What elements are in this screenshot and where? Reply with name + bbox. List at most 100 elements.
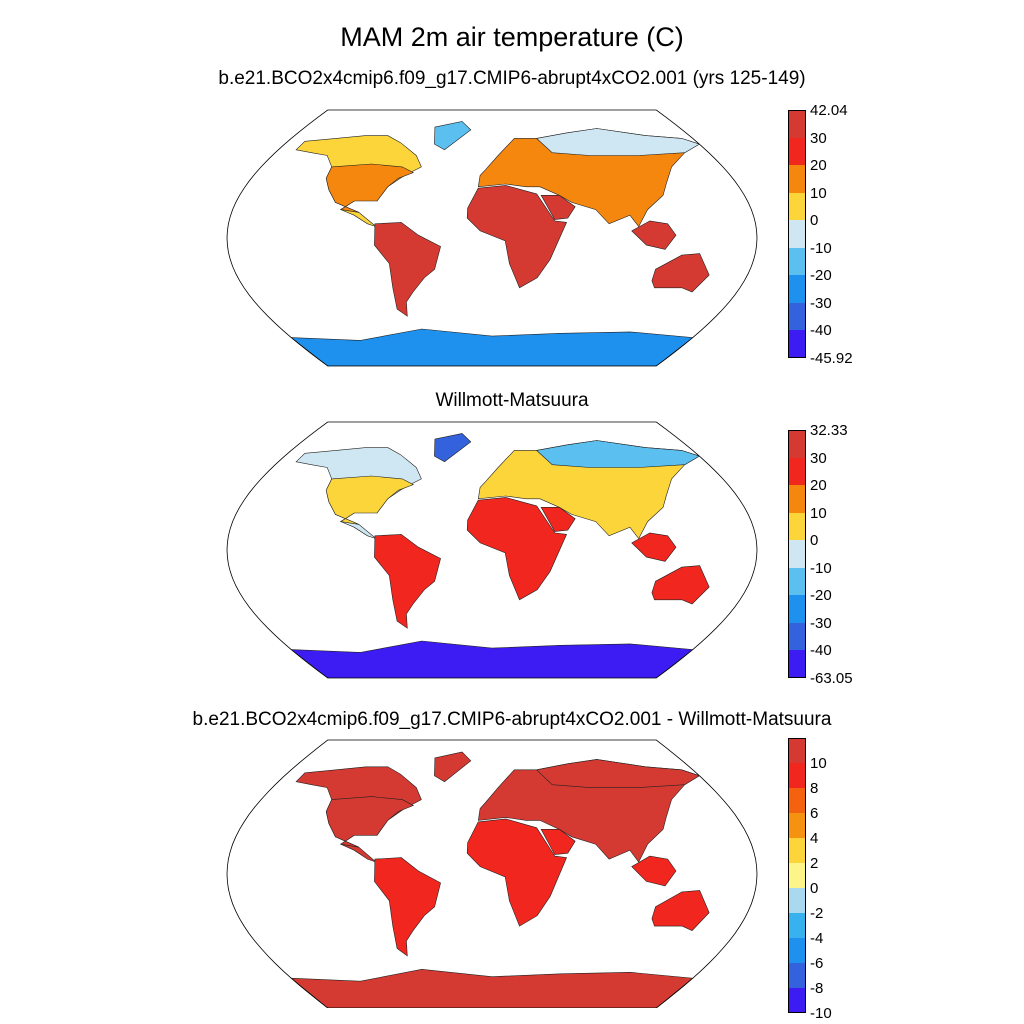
colorbar-swatch (788, 137, 806, 166)
siberia (535, 128, 701, 156)
colorbar-swatch (788, 275, 806, 303)
colorbar-tick-label: 6 (810, 805, 819, 822)
colorbar-swatch (788, 813, 806, 838)
panel-2-colorbar: 32.33 30 20 10 0 -10 -20 -30 -40 -63.05 (788, 423, 853, 686)
colorbar-swatch (788, 738, 806, 763)
colorbar-swatch (788, 913, 806, 938)
panel-3-title: b.e21.BCO2x4cmip6.f09_g17.CMIP6-abrupt4x… (192, 709, 832, 730)
colorbar-tick-label: 0 (810, 532, 819, 550)
colorbar-tick-label: -45.92 (810, 350, 853, 367)
panel-3-map (226, 739, 758, 1008)
maritime-southeast-asia (631, 855, 677, 887)
colorbar-swatch (788, 540, 806, 568)
panel-3-colorbar: 10 8 6 4 2 0 -2 -4 -6 -8 -10 (788, 738, 832, 1021)
colorbar-tick-label: -6 (810, 955, 824, 972)
colorbar-swatch (788, 567, 806, 596)
colorbar-swatch (788, 512, 806, 541)
arabia (540, 507, 576, 532)
siberia (535, 759, 701, 788)
colorbar-swatch (788, 247, 806, 276)
colorbar-tick-label: 10 (810, 755, 827, 772)
colorbar-tick-label: 20 (810, 157, 827, 175)
colorbar-tick-label: -20 (810, 267, 832, 285)
colorbar-swatch (788, 330, 806, 358)
colorbar-tick-label: 4 (810, 830, 819, 847)
colorbar-swatch (788, 838, 806, 863)
colorbar-tick-label: -40 (810, 322, 832, 340)
colorbar-swatch (788, 485, 806, 513)
map-outline (226, 109, 758, 367)
colorbar-tick-label: -30 (810, 294, 832, 312)
map-outline (226, 421, 758, 679)
colorbar-tick-label: 30 (810, 129, 827, 147)
south-america (374, 222, 441, 317)
colorbar-swatch (788, 165, 806, 193)
colorbar-tick-label: 2 (810, 855, 819, 872)
colorbar-swatch (788, 650, 806, 678)
antarctica (290, 640, 694, 678)
south-america (374, 534, 441, 629)
land-layer (290, 751, 710, 1008)
south-america (374, 857, 441, 957)
colorbar-swatch (788, 110, 806, 138)
colorbar-tick-label: -10 (810, 559, 832, 577)
colorbar-swatch (788, 457, 806, 486)
australia (651, 253, 710, 293)
colorbar-tick-label: -8 (810, 980, 824, 997)
colorbar-swatch (788, 863, 806, 888)
africa (466, 497, 568, 601)
colorbar-swatch (788, 192, 806, 221)
africa (466, 818, 568, 927)
arabia (540, 829, 576, 855)
colorbar-tick-label: 0 (810, 212, 819, 230)
map-outline (226, 739, 758, 1008)
colorbar-swatch (788, 430, 806, 458)
panel-1-map (226, 109, 758, 367)
antarctica (290, 968, 694, 1008)
colorbar-swatch (788, 938, 806, 963)
colorbar-tick-label: -4 (810, 930, 824, 947)
colorbar-tick-label: 42.04 (810, 102, 848, 119)
colorbar-tick-label: 20 (810, 477, 827, 495)
australia (651, 565, 710, 605)
colorbar-swatch (788, 888, 806, 913)
panel-1-colorbar: 42.04 30 20 10 0 -10 -20 -30 -40 -45.92 (788, 103, 853, 366)
panel-2-title: Willmott-Matsuura (435, 390, 589, 411)
greenland (434, 433, 472, 463)
colorbar-tick-label: 10 (810, 504, 827, 522)
colorbar-tick-label: 10 (810, 184, 827, 202)
colorbar-swatch (788, 788, 806, 813)
colorbar-tick-label: 32.33 (810, 422, 848, 439)
panel-2-map (226, 421, 758, 679)
greenland (434, 751, 472, 783)
maritime-southeast-asia (631, 532, 677, 562)
colorbar-swatch (788, 763, 806, 788)
antarctica (290, 328, 694, 366)
siberia (535, 440, 701, 468)
colorbar-swatch (788, 220, 806, 248)
north-america-midlatitudes (325, 796, 415, 848)
colorbar-tick-label: -30 (810, 614, 832, 632)
page-title: MAM 2m air temperature (C) (340, 22, 684, 52)
land-layer (290, 121, 710, 366)
colorbar-swatch (788, 595, 806, 623)
greenland (434, 121, 472, 151)
land-layer (290, 433, 710, 678)
colorbar-tick-label: -2 (810, 905, 824, 922)
colorbar-swatch (788, 302, 806, 331)
north-america-midlatitudes (325, 475, 415, 525)
colorbar-tick-label: -10 (810, 239, 832, 257)
colorbar-tick-label: -20 (810, 587, 832, 605)
colorbar-tick-label: -40 (810, 642, 832, 660)
colorbar-tick-label: -63.05 (810, 670, 853, 687)
north-america-midlatitudes (325, 163, 415, 213)
colorbar-swatch (788, 988, 806, 1013)
colorbar-swatch (788, 963, 806, 988)
colorbar-tick-label: 8 (810, 780, 819, 797)
colorbar-swatch (788, 622, 806, 651)
colorbar-tick-label: 30 (810, 449, 827, 467)
colorbar-tick-label: 0 (810, 880, 819, 897)
colorbar-tick-label: -10 (810, 1005, 832, 1022)
africa (466, 185, 568, 289)
panel-1-title: b.e21.BCO2x4cmip6.f09_g17.CMIP6-abrupt4x… (218, 68, 806, 89)
